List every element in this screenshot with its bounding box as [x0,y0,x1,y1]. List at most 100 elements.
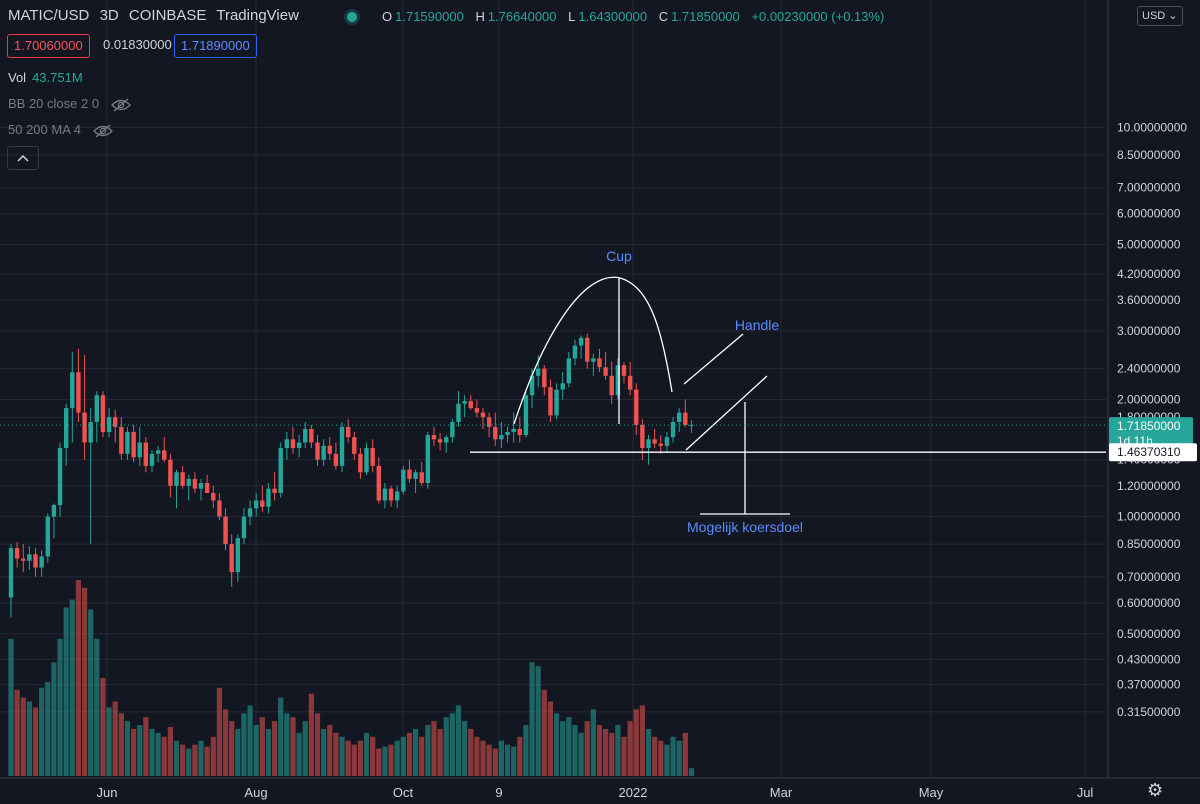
close-label: C [658,9,669,24]
candle-body [39,556,44,568]
y-tick-label: 4.20000000 [1117,267,1181,281]
candle-body [450,422,455,438]
candle-body [444,437,449,443]
volume-bar [621,736,627,776]
currency-selector[interactable]: USD ⌄ [1137,6,1183,26]
volume-bar [57,638,63,776]
candle-body [45,516,50,557]
volume-bar [652,736,658,776]
x-tick-label: Jun [97,785,118,800]
volume-bar [633,709,639,776]
volume-bar [596,725,603,776]
y-tick-label: 5.00000000 [1117,238,1181,252]
candle-body [370,448,375,466]
volume-bar [112,701,118,776]
eye-hidden-icon[interactable] [110,98,131,112]
volume-bar [124,721,131,776]
volume-bar [560,721,566,776]
current-price-tag [1109,417,1193,452]
target-label: Mogelijk koersdoel [687,519,803,535]
volume-bar [302,721,308,776]
volume-bar [216,687,223,776]
volume-legend[interactable]: Vol 43.751M [8,70,83,85]
volume-bar [370,736,376,776]
candle-body [278,448,283,493]
pattern-drawings: Cup Handle Mogelijk koersdoel [0,248,1106,535]
candle-body [437,439,443,443]
volume-bar [118,713,124,776]
level-price-label: 1.46370310 [1117,445,1181,459]
volume-bar [88,609,94,776]
candle-body [63,408,69,449]
volume-bar [566,717,572,776]
volume-bar [541,689,547,776]
time-axis[interactable]: Jun Aug Oct 9 2022 Mar May Jul [0,777,1200,800]
candle-body [603,367,608,376]
candle-body [585,337,590,362]
bollinger-legend[interactable]: BB 20 close 2 0 [8,96,131,112]
sell-price-button[interactable]: 1.70060000 [7,34,90,58]
candle-body [394,491,400,501]
buy-price-button[interactable]: 1.71890000 [174,34,257,58]
volume-label: Vol [8,70,27,85]
candle-body [456,403,461,423]
candle-body [229,544,234,573]
price-axis[interactable]: 0.31500000 0.37000000 0.43000000 0.50000000… [1107,0,1200,804]
candle-body [345,426,351,438]
volume-bar [670,736,676,776]
volume-bar [529,662,535,776]
symbol-name[interactable]: MATIC/USD [8,7,90,24]
exchange-label: COINBASE [128,7,207,24]
volume-bar [382,746,388,776]
volume-bar [357,740,364,776]
volume-bar [511,746,517,776]
candle-body [364,448,369,473]
collapse-legend-button[interactable] [7,146,39,170]
volume-bar [271,721,278,776]
symbol-header[interactable]: MATIC/USD 3D COINBASE TradingView [8,7,305,24]
high-label: H [475,9,485,24]
handle-lower-line [685,375,768,451]
y-tick-label: 2.40000000 [1117,362,1181,376]
candle-body [683,412,688,425]
candle-body [27,554,32,561]
gear-icon[interactable]: ⚙ [1147,780,1164,800]
y-tick-label: 10.00000000 [1117,120,1187,134]
candle-body [646,439,651,449]
interval-label[interactable]: 3D [99,7,119,24]
candle-body [664,437,670,446]
volume-bar [437,728,443,776]
volume-bar [75,580,82,776]
volume-bar [553,713,560,776]
volume-bar [198,740,204,776]
eye-hidden-icon[interactable] [92,124,113,138]
moving-average-legend[interactable]: 50 200 MA 4 [8,122,113,138]
volume-bar [535,666,541,776]
y-tick-label: 0.50000000 [1117,627,1181,641]
y-tick-label: 2.00000000 [1117,392,1181,406]
volume-bar [247,705,253,776]
candlesticks [8,333,694,618]
candle-body [241,516,247,539]
candle-body [597,358,602,368]
candle-body [358,453,363,473]
volume-bar [81,587,88,776]
volume-bar [8,638,14,776]
candle-body [352,437,357,454]
candle-body [689,424,694,426]
volume-bar [462,721,468,776]
cup-curve [513,276,673,425]
x-tick-label: 2022 [619,785,648,800]
x-tick-label: Jul [1077,785,1094,800]
candle-body [155,450,161,454]
volume-bar [284,713,290,776]
candle-body [609,375,614,396]
volume-bar [204,746,210,776]
volume-bar [406,732,413,776]
volume-bar [143,717,149,776]
volume-bar [486,744,492,776]
y-tick-label: 3.60000000 [1117,293,1181,307]
volume-bar [253,725,259,776]
